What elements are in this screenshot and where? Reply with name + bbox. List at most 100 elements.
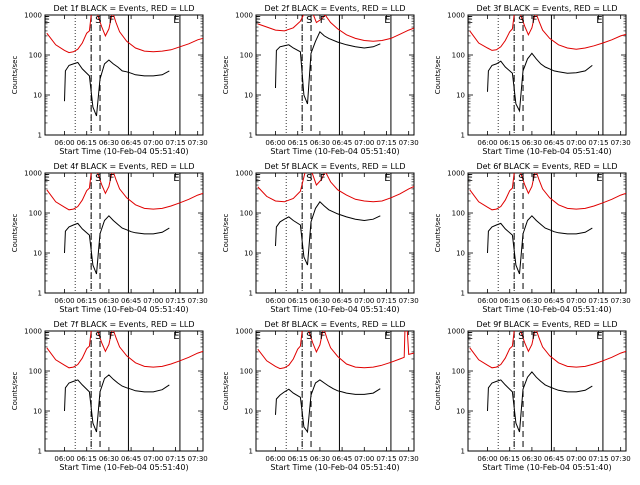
event-marker-label: F [109,331,115,342]
event-marker-label: S [306,331,312,342]
series-line-lld [469,15,626,51]
series-line-lld [469,173,626,211]
y-tick-label: 1000 [24,12,42,20]
series-line-events [275,379,381,434]
x-tick-label: 06:00 [265,455,285,463]
x-tick-label: 07:30 [188,455,208,463]
y-axis-label: Counts/sec [222,372,230,411]
x-tick-label: 06:15 [288,455,308,463]
y-tick-label: 1 [38,290,42,298]
series-line-lld [257,173,414,203]
x-tick-label: 07:00 [566,139,586,147]
x-tick-label: 06:30 [310,139,330,147]
event-marker-label: E [173,15,179,26]
y-tick-label: 10 [456,92,465,100]
y-tick-label: 100 [29,368,42,376]
plot-frame [467,14,627,136]
series-line-lld [46,331,203,369]
x-axis-label: Start Time (10-Feb-04 05:51:40) [270,147,399,156]
x-tick-label: 06:00 [477,297,497,305]
x-tick-label: 07:00 [354,139,374,147]
x-tick-label: 07:30 [399,139,419,147]
event-marker-label: F [109,15,115,26]
series-group [257,331,414,434]
event-marker-label: F [320,15,326,26]
event-marker-label: E [596,15,602,26]
event-marker-label: E [255,15,261,26]
y-axis-label: Counts/sec [434,214,442,253]
event-marker-label: E [384,331,390,342]
chart-title: Det 9f BLACK = Events, RED = LLD [476,320,617,329]
y-tick-label: 1 [249,132,253,140]
x-tick-label: 07:30 [399,455,419,463]
x-tick-label: 06:00 [265,297,285,305]
plot-frame [467,172,627,294]
x-tick-label: 06:30 [522,139,542,147]
x-tick-label: 07:30 [188,139,208,147]
event-marker-label: S [518,173,524,184]
x-tick-label: 06:15 [77,455,97,463]
x-tick-label: 07:15 [165,139,185,147]
x-tick-label: 06:45 [332,297,352,305]
plot-frame [44,172,204,294]
series-line-events [64,215,170,275]
y-tick-label: 10 [244,408,253,416]
event-marker-label: E [596,331,602,342]
y-tick-label: 100 [452,52,465,60]
x-tick-label: 07:00 [354,297,374,305]
y-tick-label: 10 [244,250,253,258]
y-tick-label: 100 [29,52,42,60]
y-tick-label: 1 [461,448,465,456]
event-marker-label: E [173,331,179,342]
event-marker-label: E [255,173,261,184]
y-axis-label: Counts/sec [11,56,19,95]
y-axis-label: Counts/sec [11,214,19,253]
y-tick-label: 100 [29,210,42,218]
x-tick-label: 07:30 [188,297,208,305]
event-marker-label: F [109,173,115,184]
x-axis-label: Start Time (10-Feb-04 05:51:40) [270,463,399,472]
x-tick-label: 06:45 [121,297,141,305]
x-tick-label: 07:15 [376,139,396,147]
event-marker-label: E [467,15,473,26]
event-marker-label: E [255,331,261,342]
x-tick-label: 06:00 [54,455,74,463]
event-marker-label: F [320,331,326,342]
x-tick-label: 07:15 [588,297,608,305]
x-axis-label: Start Time (10-Feb-04 05:51:40) [270,305,399,314]
series-line-lld [46,173,203,211]
x-tick-label: 06:30 [310,455,330,463]
event-marker-label: F [532,15,538,26]
y-tick-label: 1000 [447,170,465,178]
series-line-lld [469,331,626,369]
series-line-lld [257,331,414,370]
x-tick-label: 07:15 [376,297,396,305]
x-axis-label: Start Time (10-Feb-04 05:51:40) [59,463,188,472]
event-marker-label: F [532,331,538,342]
x-tick-label: 06:15 [500,455,520,463]
series-line-lld [46,15,203,54]
x-tick-label: 06:45 [544,455,564,463]
x-tick-label: 07:00 [566,297,586,305]
event-marker-label: E [44,331,50,342]
y-axis-label: Counts/sec [434,56,442,95]
chart-panel-5: Det 5f BLACK = Events, RED = LLD 06:00 06:… [222,162,419,314]
x-tick-label: 07:00 [143,139,163,147]
y-tick-label: 100 [240,52,253,60]
x-tick-label: 06:15 [500,297,520,305]
event-marker-label: E [384,15,390,26]
x-tick-label: 06:30 [99,139,119,147]
y-tick-label: 10 [33,92,42,100]
y-tick-label: 1000 [447,328,465,336]
y-tick-label: 10 [33,408,42,416]
series-line-events [64,59,170,117]
x-tick-label: 06:30 [99,297,119,305]
y-tick-label: 1 [249,448,253,456]
x-tick-label: 07:15 [165,455,185,463]
chart-title: Det 5f BLACK = Events, RED = LLD [264,162,405,171]
